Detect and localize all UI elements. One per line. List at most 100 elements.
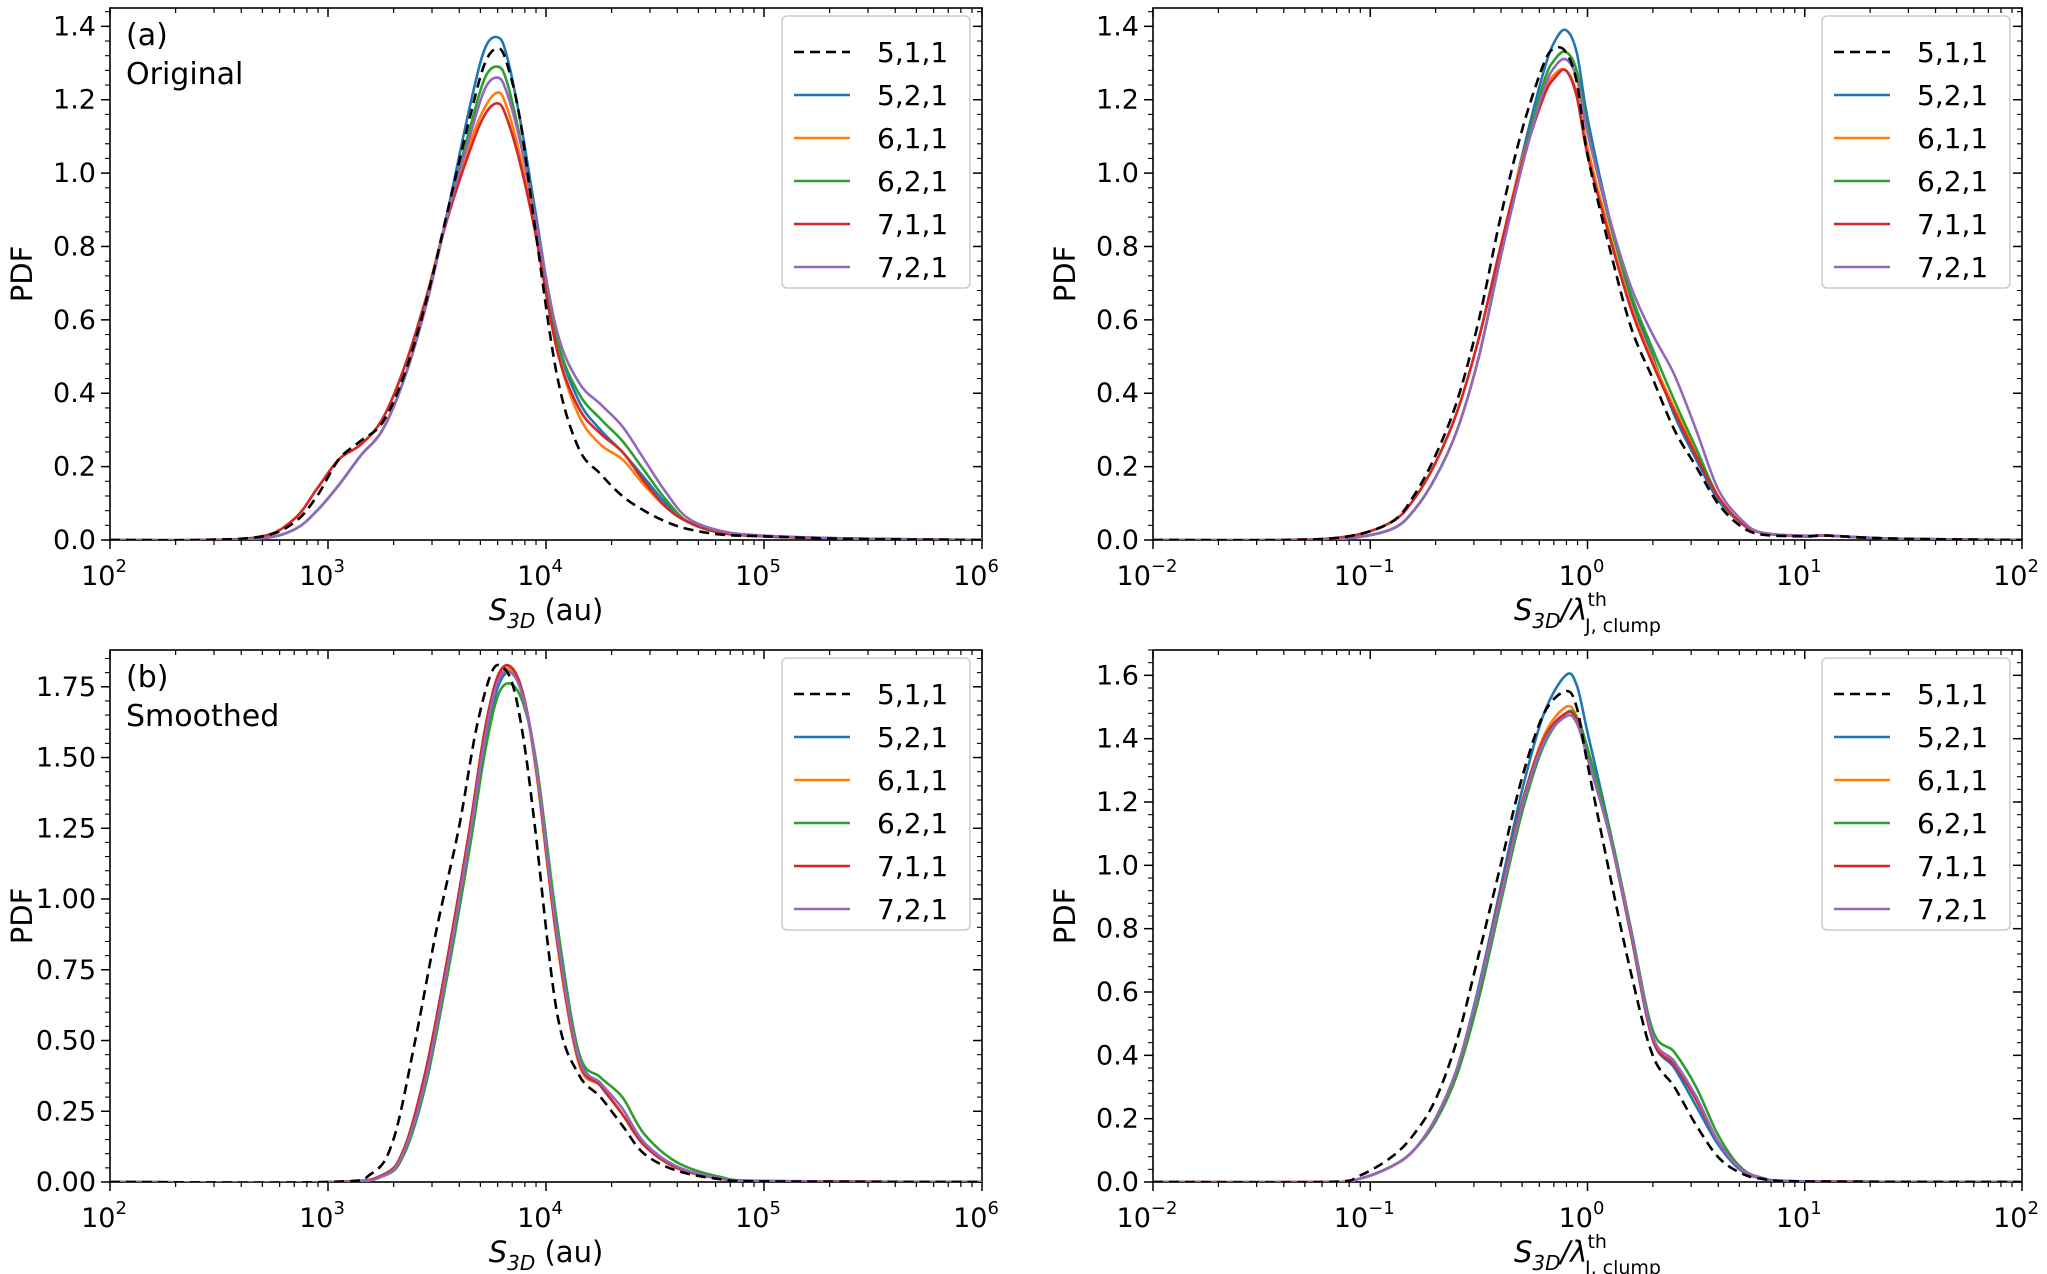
- chart-panel-a2: 10−2 10−1 100 101 1020.00.20.40.60.81.01.21.…: [1048, 7, 2039, 637]
- x-label-lambda: /λ: [1558, 1235, 1588, 1269]
- x-tick-exponent: 6: [987, 1198, 998, 1219]
- legend-label: 6,2,1: [877, 807, 948, 840]
- x-axis-label: S3D/λth J, clump: [1514, 1231, 1661, 1274]
- y-tick-label: 0.4: [53, 378, 96, 409]
- x-label-symbol: S: [489, 593, 507, 627]
- x-tick-exponent: 1: [1810, 556, 1821, 577]
- x-tick-base: 10: [299, 1203, 333, 1234]
- x-tick-base: 10: [1334, 561, 1368, 592]
- legend-label: 6,2,1: [877, 165, 948, 198]
- x-tick-label: 102: [1993, 1198, 2039, 1234]
- y-tick-label: 0.0: [1096, 1167, 1139, 1198]
- series-group: [110, 663, 982, 1182]
- y-axis-label: PDF: [5, 888, 39, 945]
- legend-box: [781, 15, 971, 289]
- y-tick-label: 1.00: [36, 884, 96, 915]
- x-label-subscript2: J, clump: [1584, 1257, 1661, 1274]
- x-label-subscript: 3D: [1532, 609, 1560, 633]
- chart-panel-b: 102 103 104 105 1060.000.250.500.751.001.251…: [5, 649, 999, 1274]
- series-line-7-1-1: [110, 102, 982, 540]
- legend-label: 5,2,1: [1917, 721, 1988, 754]
- x-tick-label: 103: [299, 1198, 345, 1234]
- x-tick-label: 105: [735, 1198, 781, 1234]
- chart-panel-a: 102 103 104 105 1060.00.20.40.60.81.01.21.4(…: [5, 7, 999, 633]
- x-tick-exponent: 2: [2027, 556, 2038, 577]
- legend-box: [781, 657, 971, 931]
- legend-label: 6,2,1: [1917, 807, 1988, 840]
- y-tick-label: 0.2: [1096, 452, 1139, 483]
- x-tick-label: 101: [1776, 1198, 1822, 1234]
- legend: 5,1,1 5,2,1 6,1,1 6,2,1 7,1,1 7,2,1: [781, 657, 971, 931]
- x-label-subscript: 3D: [1532, 1251, 1560, 1274]
- x-tick-exponent: 5: [769, 556, 780, 577]
- x-tick-exponent: 6: [987, 556, 998, 577]
- y-tick-label: 1.4: [1096, 724, 1139, 755]
- y-tick-label: 1.2: [1096, 85, 1139, 116]
- x-tick-exponent: 0: [1593, 1198, 1604, 1219]
- panel-label: (a): [126, 18, 168, 53]
- y-tick-label: 0.0: [1096, 525, 1139, 556]
- y-tick-label: 0.00: [36, 1167, 96, 1198]
- y-tick-label: 0.2: [53, 452, 96, 483]
- x-tick-exponent: 1: [1810, 1198, 1821, 1219]
- x-tick-exponent: 2: [115, 556, 126, 577]
- legend-label: 5,2,1: [877, 721, 948, 754]
- y-tick-label: 0.50: [36, 1026, 96, 1057]
- x-tick-exponent: 3: [333, 1198, 344, 1219]
- x-tick-label: 10−2: [1117, 1198, 1178, 1234]
- y-tick-label: 1.2: [1096, 787, 1139, 818]
- legend: 5,1,1 5,2,1 6,1,1 6,2,1 7,1,1 7,2,1: [1821, 15, 2011, 289]
- x-tick-base: 10: [1993, 561, 2027, 592]
- x-tick-exponent: 4: [551, 556, 562, 577]
- x-tick-base: 10: [735, 561, 769, 592]
- x-tick-exponent: 5: [769, 1198, 780, 1219]
- x-tick-base: 10: [517, 561, 551, 592]
- x-tick-exponent: −2: [1151, 556, 1178, 577]
- x-tick-label: 102: [1993, 556, 2039, 592]
- legend-label: 5,2,1: [877, 79, 948, 112]
- y-axis-label: PDF: [5, 246, 39, 303]
- x-tick-exponent: 0: [1593, 556, 1604, 577]
- legend-box: [1821, 657, 2011, 931]
- panel-title: Original: [126, 57, 243, 92]
- x-tick-exponent: 3: [333, 556, 344, 577]
- legend-label: 5,1,1: [877, 36, 948, 69]
- x-tick-label: 102: [81, 556, 127, 592]
- x-tick-label: 103: [299, 556, 345, 592]
- x-tick-base: 10: [1117, 561, 1151, 592]
- x-tick-base: 10: [953, 561, 987, 592]
- y-tick-label: 0.25: [36, 1096, 96, 1127]
- x-tick-label: 106: [953, 1198, 999, 1234]
- x-label-subscript2: J, clump: [1584, 615, 1661, 637]
- x-tick-label: 106: [953, 556, 999, 592]
- y-tick-label: 1.0: [1096, 158, 1139, 189]
- y-tick-label: 1.0: [1096, 850, 1139, 881]
- y-tick-label: 1.4: [53, 11, 96, 42]
- y-tick-label: 0.6: [1096, 305, 1139, 336]
- legend: 5,1,1 5,2,1 6,1,1 6,2,1 7,1,1 7,2,1: [1821, 657, 2011, 931]
- y-tick-label: 0.4: [1096, 1040, 1139, 1071]
- x-tick-base: 10: [517, 1203, 551, 1234]
- x-tick-label: 104: [517, 1198, 563, 1234]
- x-tick-exponent: 2: [115, 1198, 126, 1219]
- legend-label: 5,1,1: [1917, 36, 1988, 69]
- y-tick-label: 1.75: [36, 672, 96, 703]
- x-tick-label: 104: [517, 556, 563, 592]
- legend-label: 7,1,1: [1917, 850, 1988, 883]
- x-label-superscript: th: [1587, 589, 1607, 611]
- x-axis-label: S3D (au): [489, 1235, 604, 1274]
- x-tick-base: 10: [1993, 1203, 2027, 1234]
- x-label-symbol: S: [1514, 1235, 1532, 1269]
- legend-label: 6,1,1: [1917, 122, 1988, 155]
- x-tick-exponent: −1: [1368, 556, 1395, 577]
- x-tick-exponent: 2: [2027, 1198, 2038, 1219]
- y-tick-label: 1.4: [1096, 11, 1139, 42]
- y-axis-label: PDF: [1048, 246, 1082, 303]
- y-tick-label: 0.6: [1096, 977, 1139, 1008]
- y-tick-label: 1.2: [53, 85, 96, 116]
- legend-label: 7,1,1: [1917, 208, 1988, 241]
- x-tick-base: 10: [1559, 1203, 1593, 1234]
- x-tick-base: 10: [1776, 561, 1810, 592]
- y-tick-label: 0.0: [53, 525, 96, 556]
- series-line-7-2-1: [1153, 713, 2022, 1182]
